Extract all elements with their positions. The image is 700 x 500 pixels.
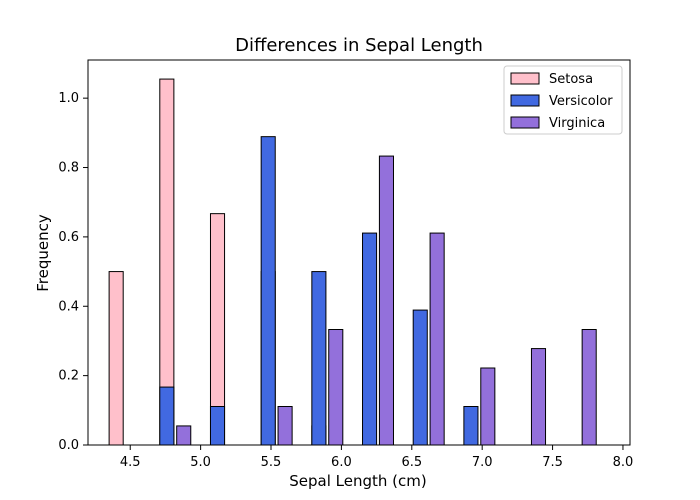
bar-setosa-0 bbox=[108, 271, 124, 446]
x-axis: 4.5 5.0 5.5 6.0 6.5 7.0 7.5 8.0 bbox=[120, 445, 633, 470]
y-tick-label-5: 1.0 bbox=[58, 91, 79, 106]
x-tick-label-3: 6.0 bbox=[331, 455, 352, 470]
bar-versicolor-0 bbox=[159, 386, 175, 446]
x-tick-label-0: 4.5 bbox=[120, 455, 141, 470]
y-tick-label-2: 0.4 bbox=[58, 299, 79, 314]
y-tick-label-4: 0.8 bbox=[58, 161, 79, 176]
bar-virginica-5 bbox=[429, 232, 445, 446]
plot-frame bbox=[87, 59, 631, 446]
x-tick-label-1: 5.0 bbox=[190, 455, 211, 470]
bar-virginica-6 bbox=[480, 367, 496, 446]
bar-virginica-7 bbox=[530, 348, 547, 446]
bar-versicolor-5 bbox=[412, 309, 428, 446]
x-axis-title: Sepal Length (cm) bbox=[289, 472, 426, 490]
chart-title: Differences in Sepal Length bbox=[235, 35, 483, 56]
legend-label-virginica: Virginica bbox=[549, 116, 605, 131]
bar-virginica-3 bbox=[328, 329, 344, 446]
x-tick-label-5: 7.0 bbox=[472, 455, 493, 470]
y-tick-label-0: 0.0 bbox=[58, 438, 79, 453]
y-tick-label-3: 0.6 bbox=[58, 230, 79, 245]
bar-virginica-0 bbox=[176, 425, 192, 446]
y-axis: 0.0 0.2 0.4 0.6 0.8 1.0 bbox=[58, 91, 88, 453]
legend-label-versicolor: Versicolor bbox=[549, 94, 613, 109]
bar-versicolor-3 bbox=[311, 271, 327, 446]
x-tick-label-4: 6.5 bbox=[401, 455, 422, 470]
bar-versicolor-6 bbox=[463, 406, 479, 446]
legend-items: Setosa Versicolor Virginica bbox=[510, 72, 613, 131]
legend-swatch-setosa bbox=[510, 72, 540, 85]
legend-swatch-versicolor bbox=[510, 94, 540, 107]
legend-label-setosa: Setosa bbox=[549, 72, 593, 87]
y-tick-label-1: 0.2 bbox=[58, 369, 79, 384]
bar-virginica-4 bbox=[378, 155, 394, 446]
x-tick-label-2: 5.5 bbox=[261, 455, 282, 470]
legend: Setosa Versicolor Virginica bbox=[503, 65, 623, 135]
x-tick-label-7: 8.0 bbox=[613, 455, 634, 470]
bar-versicolor-4 bbox=[362, 232, 378, 446]
x-tick-label-6: 7.5 bbox=[542, 455, 563, 470]
bar-versicolor-1 bbox=[209, 406, 226, 446]
bar-virginica-2 bbox=[277, 406, 293, 446]
bar-versicolor-2 bbox=[260, 136, 276, 446]
legend-swatch-virginica bbox=[510, 116, 540, 129]
bars-layer bbox=[108, 78, 597, 446]
y-axis-title: Frequency bbox=[34, 214, 52, 292]
bar-virginica-8 bbox=[581, 329, 597, 446]
